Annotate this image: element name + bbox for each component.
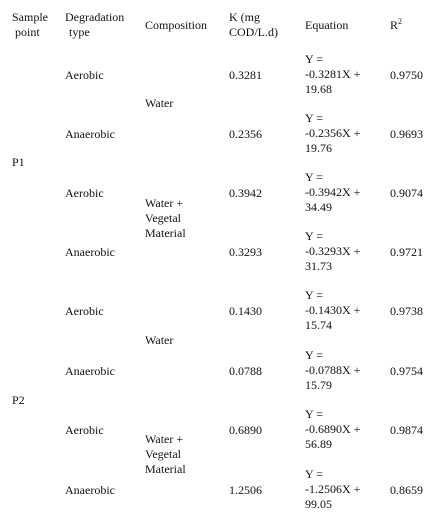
equation-line: Y = xyxy=(305,348,323,362)
composition-group-4: Water + Vegetal Material xyxy=(145,432,186,477)
row-3-k: 0.3942 xyxy=(229,186,262,200)
equation-line: -1.2506X + xyxy=(305,482,361,496)
equation-line: -0.1430X + xyxy=(305,303,361,317)
equation-line: -0.3942X + xyxy=(305,185,361,199)
header-equation: Equation xyxy=(305,18,349,32)
sample-point-p1: P1 xyxy=(12,155,25,169)
composition-line: Water + xyxy=(145,432,184,446)
row-6-k: 0.0788 xyxy=(229,364,262,378)
header-k-line-2: COD/L.d) xyxy=(229,25,278,39)
row-7-equation: Y = -0.6890X + 56.89 xyxy=(305,407,360,452)
header-r2-superscript: 2 xyxy=(398,17,403,26)
row-6-equation: Y = -0.0788X + 15.79 xyxy=(305,348,360,393)
row-7-r2: 0.9874 xyxy=(390,423,423,437)
equation-line: 15.79 xyxy=(305,378,332,392)
row-1-r2: 0.9750 xyxy=(390,68,423,82)
header-composition: Composition xyxy=(145,18,208,32)
row-2-type: Anaerobic xyxy=(65,127,115,141)
row-4-r2: 0.9721 xyxy=(390,245,423,259)
header-degradation-type-line-2: type xyxy=(69,25,90,39)
header-sample-point: Sample point xyxy=(12,10,48,40)
equation-line: -0.3281X + xyxy=(305,67,361,81)
row-5-type: Aerobic xyxy=(65,304,104,318)
header-sample-point-line-2: point xyxy=(15,25,40,39)
composition-group-1: Water xyxy=(145,96,173,111)
header-sample-point-line-1: Sample xyxy=(12,10,48,24)
row-4-k: 0.3293 xyxy=(229,245,262,259)
equation-line: Y = xyxy=(305,288,323,302)
row-5-equation: Y = -0.1430X + 15.74 xyxy=(305,288,360,333)
row-1-equation: Y = -0.3281X + 19.68 xyxy=(305,52,360,97)
row-2-k: 0.2356 xyxy=(229,127,262,141)
row-4-equation: Y = -0.3293X + 31.73 xyxy=(305,229,360,274)
composition-line: Water + xyxy=(145,196,184,210)
equation-line: -0.2356X + xyxy=(305,126,361,140)
equation-line: Y = xyxy=(305,111,323,125)
equation-line: 34.49 xyxy=(305,200,332,214)
composition-line: Water xyxy=(145,96,174,110)
row-3-type: Aerobic xyxy=(65,186,104,200)
header-degradation-type: Degradation type xyxy=(65,10,124,40)
row-8-r2: 0.8659 xyxy=(390,483,423,497)
equation-line: Y = xyxy=(305,407,323,421)
row-8-equation: Y = -1.2506X + 99.05 xyxy=(305,467,360,512)
row-7-k: 0.6890 xyxy=(229,423,262,437)
row-1-type: Aerobic xyxy=(65,68,104,82)
row-5-k: 0.1430 xyxy=(229,304,262,318)
row-2-r2: 0.9693 xyxy=(390,127,423,141)
row-3-equation: Y = -0.3942X + 34.49 xyxy=(305,170,360,215)
header-k: K (mg COD/L.d) xyxy=(229,10,278,40)
equation-line: Y = xyxy=(305,229,323,243)
header-k-line-1: K (mg xyxy=(229,10,260,24)
row-1-k: 0.3281 xyxy=(229,68,262,82)
equation-line: 19.68 xyxy=(305,82,332,96)
header-r2-base: R xyxy=(390,18,399,32)
row-4-type: Anaerobic xyxy=(65,245,115,259)
row-5-r2: 0.9738 xyxy=(390,304,423,318)
row-3-r2: 0.9074 xyxy=(390,186,423,200)
header-degradation-type-line-1: Degradation xyxy=(65,10,125,24)
row-2-equation: Y = -0.2356X + 19.76 xyxy=(305,111,360,156)
equation-line: Y = xyxy=(305,52,323,66)
equation-line: 19.76 xyxy=(305,141,332,155)
equation-line: -0.3293X + xyxy=(305,244,361,258)
header-r2: R2 xyxy=(390,18,402,33)
sample-point-p2: P2 xyxy=(12,393,25,407)
equation-line: 15.74 xyxy=(305,318,332,332)
equation-line: Y = xyxy=(305,170,323,184)
composition-line: Water xyxy=(145,333,174,347)
row-7-type: Aerobic xyxy=(65,423,104,437)
equation-line: -0.6890X + xyxy=(305,422,361,436)
composition-line: Material xyxy=(145,226,186,240)
equation-line: -0.0788X + xyxy=(305,363,361,377)
row-6-type: Anaerobic xyxy=(65,364,115,378)
composition-line: Material xyxy=(145,462,186,476)
row-8-k: 1.2506 xyxy=(229,483,262,497)
equation-line: 99.05 xyxy=(305,497,332,511)
composition-group-3: Water xyxy=(145,333,173,348)
composition-group-2: Water + Vegetal Material xyxy=(145,196,186,241)
equation-line: 31.73 xyxy=(305,259,332,273)
composition-line: Vegetal xyxy=(145,211,181,225)
equation-line: 56.89 xyxy=(305,437,332,451)
row-6-r2: 0.9754 xyxy=(390,364,423,378)
equation-line: Y = xyxy=(305,467,323,481)
composition-line: Vegetal xyxy=(145,447,181,461)
row-8-type: Anaerobic xyxy=(65,483,115,497)
